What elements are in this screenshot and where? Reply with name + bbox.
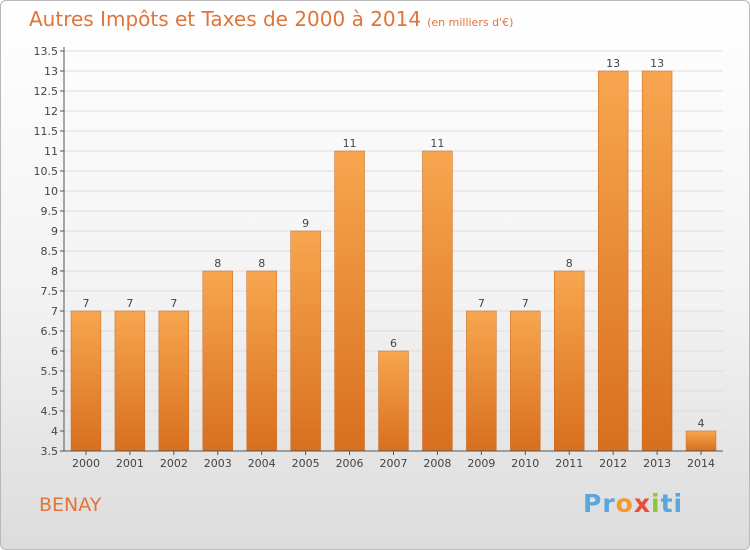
y-tick-label: 9 [51, 225, 58, 238]
bar [466, 310, 497, 452]
bar-value-label: 13 [606, 57, 620, 70]
x-tick-label: 2000 [72, 457, 100, 470]
bar-value-label: 7 [478, 297, 485, 310]
x-tick-label: 2006 [336, 457, 364, 470]
bars: 7 7 7 8 8 9 11 6 11 7 7 8 13 13 4 [70, 57, 717, 452]
y-tick-label: 7 [51, 305, 58, 318]
bar-value-label: 11 [343, 137, 357, 150]
y-tick-label: 12.5 [34, 85, 59, 98]
x-tick-label: 2014 [687, 457, 715, 470]
commune-name: BENAY [39, 494, 102, 516]
bar [290, 230, 321, 452]
x-tick-label: 2002 [160, 457, 188, 470]
y-tick-label: 6.5 [41, 325, 59, 338]
x-tick-label: 2011 [555, 457, 583, 470]
bar [685, 430, 717, 452]
y-tick-label: 13.5 [34, 45, 59, 58]
y-tick-label: 6 [51, 345, 58, 358]
bar [202, 270, 233, 452]
chart-title: Autres Impôts et Taxes de 2000 à 2014 (en… [29, 7, 513, 31]
x-tick-label: 2005 [292, 457, 320, 470]
y-tick-label: 10 [44, 185, 58, 198]
proxiti-logo: Proxiti [583, 489, 683, 518]
chart-subtitle: (en milliers d'€) [427, 16, 514, 29]
y-tick-label: 13 [44, 65, 58, 78]
bar [246, 270, 277, 452]
y-tick-label: 3.5 [41, 445, 59, 458]
x-tick-label: 2004 [248, 457, 276, 470]
x-tick-label: 2001 [116, 457, 144, 470]
bar [641, 70, 673, 452]
logo-part: ti [660, 489, 684, 518]
bar-value-label: 6 [390, 337, 397, 350]
bar-value-label: 7 [522, 297, 529, 310]
y-tick-label: 8 [51, 265, 58, 278]
chart-title-text: Autres Impôts et Taxes de 2000 à 2014 [29, 7, 422, 31]
bar [422, 150, 453, 452]
bar-value-label: 7 [126, 297, 133, 310]
y-tick-label: 11.5 [34, 125, 59, 138]
y-tick-label: 5.5 [41, 365, 59, 378]
logo-part: o [615, 489, 634, 518]
y-tick-label: 4 [51, 425, 58, 438]
x-tick-label: 2007 [380, 457, 408, 470]
axes: 3.5 4 4.5 5 5.5 6 6.5 7 7.5 8 8.5 9 9.5 10 10.5 11 11.5 1… [34, 45, 723, 470]
bar [378, 350, 409, 452]
y-tick-label: 8.5 [41, 245, 59, 258]
x-tick-label: 2013 [643, 457, 671, 470]
bar [158, 310, 190, 452]
bar-value-label: 7 [82, 297, 89, 310]
y-tick-label: 4.5 [41, 405, 59, 418]
logo-part: Pr [583, 489, 616, 518]
y-tick-label: 7.5 [41, 285, 59, 298]
x-tick-label: 2009 [467, 457, 495, 470]
bar [114, 310, 146, 452]
logo-part: i [650, 489, 661, 518]
logo-part: x [633, 489, 651, 518]
bar [70, 310, 102, 452]
y-tick-label: 9.5 [41, 205, 59, 218]
bar-value-label: 7 [170, 297, 177, 310]
bar [334, 150, 365, 452]
x-tick-label: 2012 [599, 457, 627, 470]
x-tick-label: 2010 [511, 457, 539, 470]
y-tick-label: 12 [44, 105, 58, 118]
bar [554, 270, 585, 452]
bar-value-label: 11 [430, 137, 444, 150]
bar-value-label: 9 [302, 217, 309, 230]
y-tick-label: 5 [51, 385, 58, 398]
bar-value-label: 8 [258, 257, 265, 270]
bar [510, 310, 541, 452]
y-tick-label: 10.5 [34, 165, 59, 178]
y-tick-label: 11 [44, 145, 58, 158]
x-tick-label: 2008 [423, 457, 451, 470]
bar-value-label: 8 [566, 257, 573, 270]
x-tick-label: 2003 [204, 457, 232, 470]
bar-value-label: 8 [214, 257, 221, 270]
bar-value-label: 4 [698, 417, 705, 430]
bar-value-label: 13 [650, 57, 664, 70]
bar [597, 70, 629, 452]
